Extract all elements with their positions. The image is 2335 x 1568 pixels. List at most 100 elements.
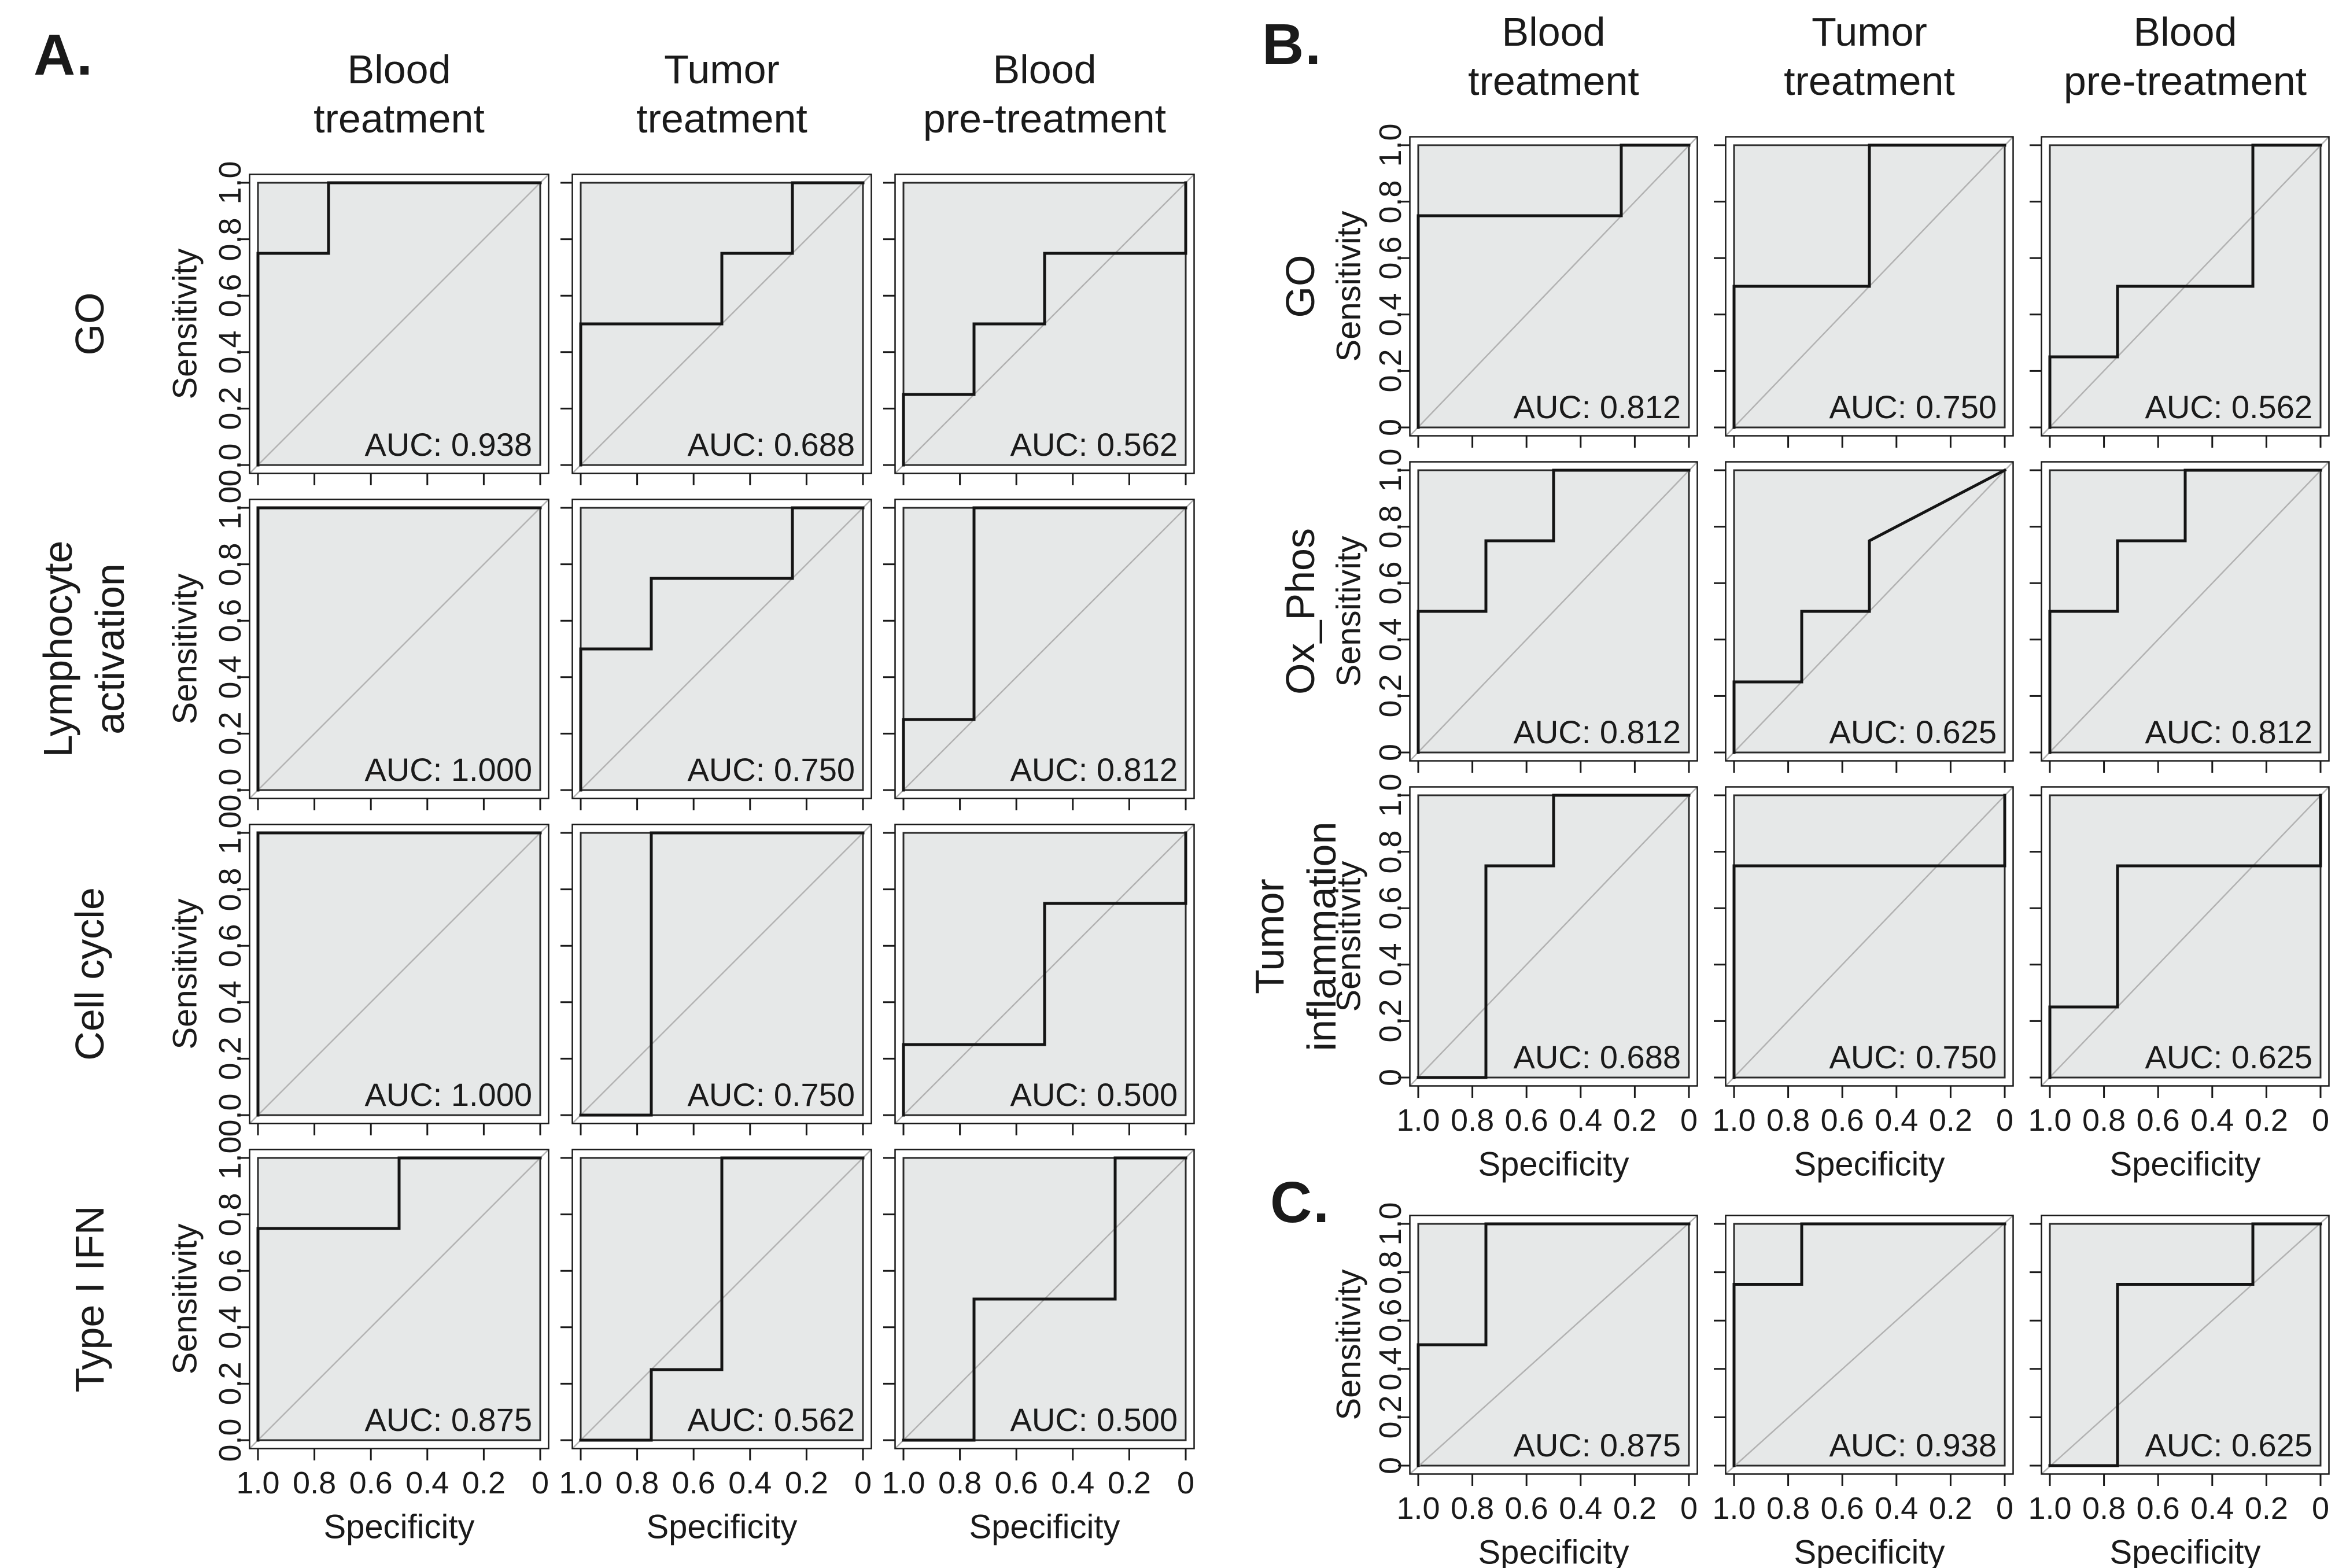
sensitivity-axis-label: Sensitivity [166,573,204,725]
diagonal-reference-line [572,824,872,1124]
auc-label: AUC: 0.750 [687,1076,855,1113]
col-header-b-2: treatment [1784,58,1955,104]
auc-label: AUC: 0.938 [1829,1427,1997,1463]
y-tick-label: 0.0 [213,768,248,812]
x-tick-label: 0.8 [615,1466,659,1500]
row-label-b-1: GO [1278,254,1323,318]
roc-plot-canvas [1714,136,2014,448]
y-tick-label: 1.0 [213,1136,248,1180]
roc-plot-a-3-3 [883,824,1195,1135]
y-tick-label: 0.8 [213,543,248,586]
y-tick-label: 0 [1373,1068,1408,1087]
roc-plot-c-1-2 [1714,1215,2014,1486]
roc-curve [902,1156,1187,1442]
auc-label: AUC: 0.625 [2145,1427,2313,1463]
roc-plot-canvas [1714,1215,2014,1486]
y-tick-label: 1.0 [213,811,248,855]
roc-plot-b-1-3 [2030,136,2330,448]
roc-plot-c-1-1 [1398,1215,1698,1486]
roc-plot-b-2-1 [1398,461,1698,773]
roc-plot-canvas [883,1149,1195,1460]
x-tick-label: 1.0 [2028,1103,2072,1138]
roc-curve [2048,1222,2322,1467]
roc-plot-b-3-3 [2030,786,2330,1098]
roc-plot-canvas [560,1149,872,1460]
x-tick-label: 0.8 [1766,1491,1810,1526]
roc-plot-b-1-1 [1398,136,1698,448]
col-header-a-1: treatment [313,96,485,141]
auc-label: AUC: 0.812 [1010,751,1178,788]
x-tick-label: 0.2 [1613,1491,1657,1526]
specificity-axis-label: Specificity [969,1508,1120,1546]
x-tick-label: 1.0 [1396,1491,1440,1526]
auc-label: AUC: 0.688 [1513,1039,1681,1075]
x-tick-label: 0 [1680,1103,1698,1138]
y-tick-label: 1.0 [1373,773,1408,817]
roc-plot-b-2-3 [2030,461,2330,773]
sensitivity-axis-label: Sensitivity [1330,536,1368,687]
roc-curve [1417,468,1691,754]
auc-label: AUC: 1.000 [364,751,533,788]
row-label-b-2: Ox_Phos [1278,528,1323,695]
x-tick-label: 0 [2311,1491,2330,1526]
roc-plot-canvas [1398,461,1698,773]
auc-label: AUC: 0.562 [2145,389,2313,425]
x-tick-label: 0.4 [405,1466,449,1500]
y-tick-label: 0.2 [213,386,248,430]
roc-plot-a-2-1 [238,499,549,810]
col-header-a-1: Blood [347,47,451,92]
y-tick-label: 0.8 [1373,830,1408,874]
roc-plot-canvas [238,824,549,1135]
y-tick-label: 0 [1373,418,1408,437]
auc-label: AUC: 0.562 [687,1401,855,1438]
col-header-a-3: Blood [993,47,1097,92]
roc-curve [2048,468,2322,754]
roc-plot-b-1-2 [1714,136,2014,448]
y-tick-label: 0.4 [213,655,248,699]
x-tick-label: 0.2 [2244,1491,2288,1526]
x-tick-label: 0.2 [1613,1103,1657,1138]
y-tick-label: 0.4 [1373,943,1408,987]
roc-plot-b-3-1 [1398,786,1698,1098]
col-header-b-3: Blood [2133,9,2237,54]
roc-curve [1732,1222,2006,1467]
roc-curve [256,181,542,467]
y-tick-label: 0.6 [213,924,248,968]
x-tick-label: 0.2 [784,1466,828,1500]
x-tick-label: 0.6 [1820,1491,1864,1526]
roc-plot-c-1-3 [2030,1215,2330,1486]
sensitivity-axis-label: Sensitivity [166,1223,204,1375]
roc-plot-canvas [560,824,872,1135]
y-tick-label: 0.4 [1373,1347,1408,1391]
sensitivity-axis-label: Sensitivity [1330,1269,1368,1421]
diagonal-reference-line [249,174,549,474]
x-tick-label: 0.2 [1928,1491,1972,1526]
y-tick-label: 0.6 [1373,886,1408,930]
x-tick-label: 0.6 [349,1466,393,1500]
y-tick-label: 0.8 [213,1193,248,1237]
panel-c-label: C. [1270,1170,1330,1235]
roc-plot-a-1-3 [883,174,1195,485]
diagonal-reference-line [1725,1215,2013,1474]
y-tick-label: 0.2 [1373,1395,1408,1439]
roc-plot-canvas [1398,1215,1698,1486]
roc-curve [579,181,865,467]
roc-curve [579,1156,865,1442]
auc-label: AUC: 0.625 [1829,714,1997,750]
y-tick-label: 0.4 [213,330,248,374]
roc-plot-canvas [238,499,549,810]
roc-curve [2048,794,2322,1079]
x-tick-label: 1.0 [1396,1103,1440,1138]
row-label-a-2: Lymphocyte [35,540,80,758]
x-tick-label: 0 [1995,1491,2014,1526]
y-tick-label: 1.0 [1373,123,1408,167]
y-tick-label: 0.8 [1373,180,1408,224]
auc-label: AUC: 0.688 [687,426,855,463]
sensitivity-axis-label: Sensitivity [166,898,204,1050]
diagonal-reference-line [1410,462,1698,761]
roc-plot-canvas [2030,461,2330,773]
roc-curve [902,181,1187,467]
roc-plot-canvas [560,499,872,810]
y-tick-label: 0.6 [213,599,248,643]
roc-plot-canvas [1398,786,1698,1098]
